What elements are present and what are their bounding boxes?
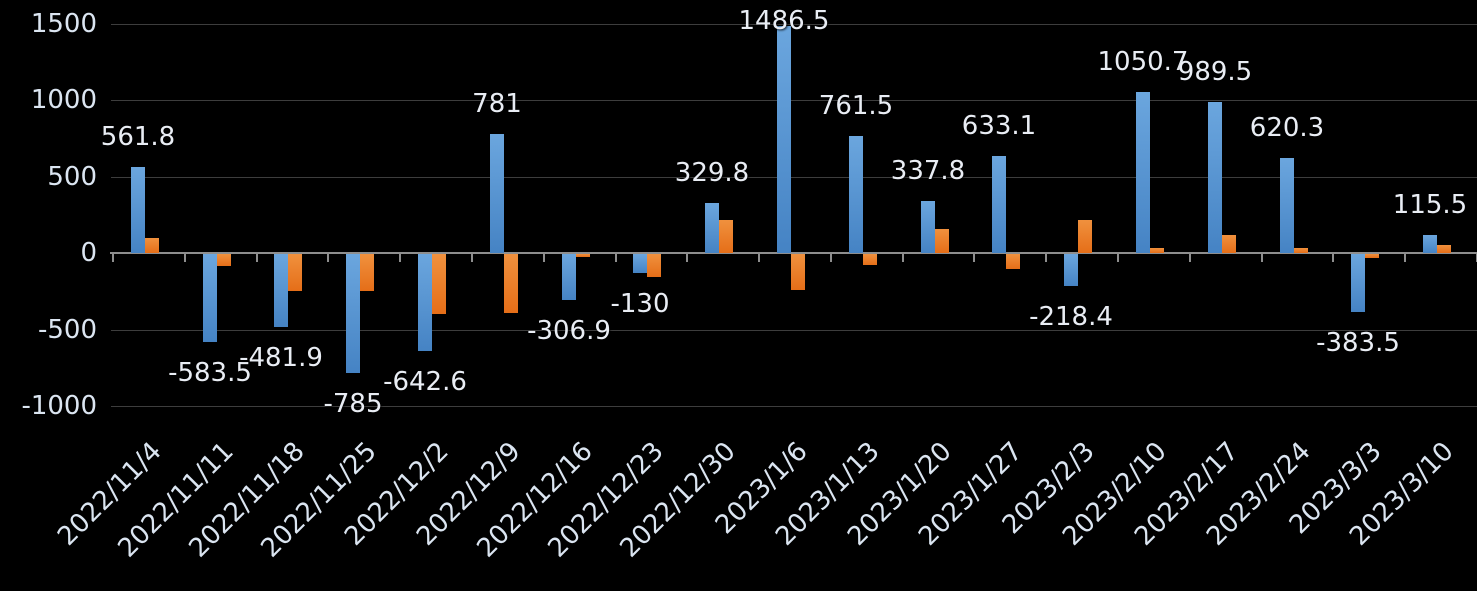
data-label: -306.9 bbox=[527, 316, 611, 346]
x-axis-tickmark bbox=[615, 254, 617, 262]
blue-bar bbox=[992, 156, 1006, 253]
gridline-y--1000 bbox=[111, 406, 1477, 407]
blue-bar bbox=[1423, 235, 1437, 253]
orange-bar bbox=[791, 254, 805, 290]
blue-bar bbox=[1280, 158, 1294, 253]
data-label: 620.3 bbox=[1249, 113, 1325, 143]
data-label: 1050.7 bbox=[1097, 47, 1189, 77]
x-axis-tickmark bbox=[1189, 254, 1191, 262]
blue-bar bbox=[1136, 92, 1150, 253]
blue-bar bbox=[203, 254, 217, 342]
orange-bar bbox=[863, 254, 877, 265]
gridline-y-1000 bbox=[111, 100, 1477, 101]
data-label: -481.9 bbox=[239, 343, 323, 373]
orange-bar bbox=[145, 238, 159, 253]
data-label: 561.8 bbox=[100, 122, 176, 152]
data-label: -218.4 bbox=[1029, 302, 1113, 332]
orange-bar bbox=[1294, 248, 1308, 253]
orange-bar bbox=[1006, 254, 1020, 269]
data-label: -642.6 bbox=[383, 367, 467, 397]
orange-bar bbox=[288, 254, 302, 291]
y-axis-tick-label: 0 bbox=[80, 238, 97, 268]
x-axis-tickmark bbox=[112, 254, 114, 262]
blue-bar bbox=[418, 254, 432, 351]
x-axis-tickmark bbox=[758, 254, 760, 262]
data-label: 781 bbox=[472, 89, 522, 119]
blue-bar bbox=[777, 26, 791, 253]
orange-bar bbox=[1437, 245, 1451, 253]
gridline-y-500 bbox=[111, 177, 1477, 178]
x-axis-tickmark bbox=[399, 254, 401, 262]
blue-bar bbox=[1351, 254, 1365, 312]
y-axis-tick-label: -1000 bbox=[21, 391, 97, 421]
orange-bar bbox=[360, 254, 374, 291]
y-axis-tick-label: 1500 bbox=[30, 9, 97, 39]
blue-bar bbox=[346, 254, 360, 373]
orange-bar bbox=[647, 254, 661, 277]
y-axis-tick-label: 500 bbox=[47, 162, 97, 192]
x-axis-tickmark bbox=[256, 254, 258, 262]
gridline-y--500 bbox=[111, 330, 1477, 331]
blue-bar bbox=[849, 136, 863, 253]
blue-bar bbox=[562, 254, 576, 300]
data-label: 115.5 bbox=[1392, 190, 1468, 220]
x-axis-tickmark bbox=[1261, 254, 1263, 262]
x-axis-tickmark bbox=[1117, 254, 1119, 262]
x-axis-tickmark bbox=[1404, 254, 1406, 262]
blue-bar bbox=[1064, 254, 1078, 286]
orange-bar bbox=[719, 220, 733, 253]
x-axis-tickmark bbox=[830, 254, 832, 262]
orange-bar bbox=[217, 254, 231, 266]
data-label: -583.5 bbox=[168, 358, 252, 388]
blue-bar bbox=[921, 201, 935, 253]
blue-bar bbox=[705, 203, 719, 253]
x-axis-tickmark bbox=[902, 254, 904, 262]
blue-bar bbox=[274, 254, 288, 327]
orange-bar bbox=[1365, 254, 1379, 258]
data-label: 989.5 bbox=[1177, 57, 1253, 87]
orange-bar bbox=[1222, 235, 1236, 253]
orange-bar bbox=[576, 254, 590, 257]
orange-bar bbox=[432, 254, 446, 314]
y-axis-tick-label: 1000 bbox=[30, 85, 97, 115]
data-label: -130 bbox=[610, 289, 670, 319]
x-axis-tickmark bbox=[471, 254, 473, 262]
gridline-y-1500 bbox=[111, 24, 1477, 25]
data-label: 761.5 bbox=[818, 91, 894, 121]
orange-bar bbox=[935, 229, 949, 253]
data-label: 337.8 bbox=[890, 156, 966, 186]
x-axis-tickmark bbox=[973, 254, 975, 262]
x-axis-tickmark bbox=[1045, 254, 1047, 262]
orange-bar bbox=[504, 254, 518, 313]
x-axis-tickmark bbox=[543, 254, 545, 262]
data-label: -785 bbox=[323, 389, 383, 419]
data-label: 633.1 bbox=[961, 111, 1037, 141]
x-axis-tickmark bbox=[184, 254, 186, 262]
x-axis-tickmark bbox=[1332, 254, 1334, 262]
orange-bar bbox=[1078, 220, 1092, 253]
blue-bar bbox=[490, 134, 504, 253]
x-axis-tickmark bbox=[327, 254, 329, 262]
y-axis-tick-label: -500 bbox=[37, 315, 97, 345]
x-axis-line bbox=[110, 252, 1477, 254]
blue-bar bbox=[131, 167, 145, 253]
orange-bar bbox=[1150, 248, 1164, 253]
x-axis-tickmark bbox=[686, 254, 688, 262]
data-label: 1486.5 bbox=[738, 6, 830, 36]
blue-bar bbox=[1208, 102, 1222, 253]
blue-bar bbox=[633, 254, 647, 273]
data-label: 329.8 bbox=[674, 158, 750, 188]
data-label: -383.5 bbox=[1316, 328, 1400, 358]
